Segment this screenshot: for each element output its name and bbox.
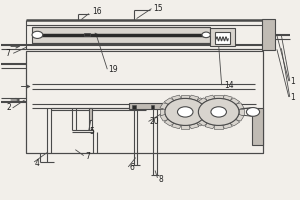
- Bar: [262, 19, 275, 50]
- Text: 7: 7: [6, 49, 10, 58]
- Polygon shape: [236, 115, 244, 121]
- Polygon shape: [181, 95, 189, 98]
- Polygon shape: [239, 109, 244, 115]
- Polygon shape: [194, 103, 202, 109]
- Text: 7: 7: [85, 152, 90, 161]
- Bar: [215, 32, 230, 44]
- Polygon shape: [193, 109, 198, 115]
- Text: 1: 1: [290, 93, 295, 102]
- Bar: [129, 103, 162, 109]
- Text: 16: 16: [93, 7, 102, 16]
- Polygon shape: [196, 98, 206, 104]
- Polygon shape: [181, 125, 189, 129]
- Polygon shape: [205, 95, 215, 101]
- Text: 1: 1: [290, 77, 295, 86]
- Polygon shape: [223, 95, 232, 101]
- Bar: [89, 108, 92, 120]
- Polygon shape: [198, 120, 207, 126]
- Circle shape: [202, 32, 210, 38]
- Text: 8: 8: [158, 175, 163, 184]
- Polygon shape: [160, 103, 168, 109]
- Polygon shape: [172, 95, 181, 101]
- Circle shape: [32, 31, 43, 38]
- Text: 19: 19: [108, 65, 118, 74]
- Bar: [151, 105, 154, 109]
- Polygon shape: [202, 103, 211, 109]
- Text: 6: 6: [129, 163, 134, 172]
- Polygon shape: [236, 103, 244, 109]
- Polygon shape: [189, 95, 199, 101]
- Circle shape: [198, 98, 239, 125]
- Polygon shape: [223, 123, 232, 129]
- Circle shape: [178, 107, 193, 117]
- Polygon shape: [214, 95, 223, 98]
- Text: 15: 15: [154, 4, 163, 13]
- Polygon shape: [196, 120, 206, 126]
- Polygon shape: [164, 120, 174, 126]
- Text: 20: 20: [149, 117, 159, 126]
- Bar: [32, 27, 210, 43]
- Polygon shape: [202, 115, 211, 121]
- Bar: [132, 105, 136, 109]
- Text: 4: 4: [35, 159, 40, 168]
- Polygon shape: [194, 115, 202, 121]
- Circle shape: [165, 98, 206, 125]
- Polygon shape: [205, 123, 215, 129]
- Text: 14: 14: [224, 81, 234, 90]
- Polygon shape: [198, 98, 207, 104]
- Text: 2: 2: [7, 103, 11, 112]
- Polygon shape: [230, 98, 240, 104]
- Polygon shape: [214, 125, 223, 129]
- Polygon shape: [164, 98, 174, 104]
- Bar: [210, 28, 235, 46]
- Polygon shape: [189, 123, 199, 129]
- Circle shape: [211, 107, 226, 117]
- Polygon shape: [172, 123, 181, 129]
- Polygon shape: [206, 109, 211, 115]
- Text: 5: 5: [90, 127, 94, 136]
- Polygon shape: [160, 115, 168, 121]
- Polygon shape: [230, 120, 240, 126]
- Circle shape: [247, 108, 260, 116]
- Polygon shape: [160, 109, 165, 115]
- Bar: [251, 108, 263, 145]
- Bar: [26, 51, 263, 153]
- Bar: [84, 33, 90, 36]
